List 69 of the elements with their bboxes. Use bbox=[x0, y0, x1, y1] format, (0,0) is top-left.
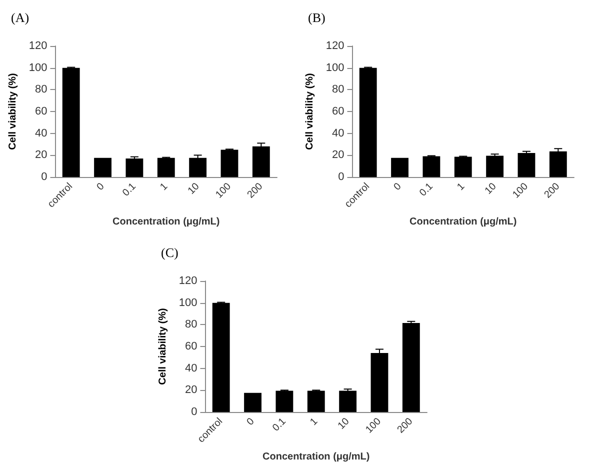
y-tick-label: 80 bbox=[185, 318, 198, 331]
bar bbox=[370, 353, 388, 412]
bar bbox=[422, 156, 440, 177]
x-tick-label: 0.1 bbox=[418, 180, 436, 199]
y-tick-label: 40 bbox=[185, 362, 198, 374]
y-tick-label: 120 bbox=[326, 40, 344, 52]
chart-title: (A) bbox=[11, 10, 30, 25]
bar bbox=[252, 146, 270, 177]
x-tick-label: 0 bbox=[392, 180, 404, 193]
y-axis-title: Cell viability (%) bbox=[304, 73, 316, 150]
bar bbox=[402, 323, 420, 412]
x-tick-label: 200 bbox=[245, 180, 266, 201]
y-tick-label: 60 bbox=[332, 106, 344, 118]
x-tick-label: 1 bbox=[308, 416, 320, 428]
bar bbox=[359, 68, 377, 177]
y-tick-label: 120 bbox=[28, 40, 48, 52]
x-tick-label: 100 bbox=[364, 416, 384, 436]
bar bbox=[126, 158, 144, 177]
y-tick-label: 100 bbox=[326, 62, 344, 74]
bar bbox=[244, 392, 262, 412]
bar bbox=[339, 390, 357, 412]
x-tick-label: 100 bbox=[214, 180, 234, 201]
y-tick-label: 0 bbox=[41, 171, 48, 183]
y-tick-label: 20 bbox=[185, 384, 198, 396]
y-tick-label: 80 bbox=[332, 84, 344, 96]
bar bbox=[518, 152, 536, 177]
y-axis-title: Cell viability (%) bbox=[8, 73, 18, 150]
x-tick-label: 1 bbox=[455, 180, 468, 193]
y-tick-label: 120 bbox=[178, 275, 198, 287]
y-axis-title: Cell viability (%) bbox=[158, 308, 168, 385]
bar bbox=[391, 158, 408, 177]
y-tick-label: 40 bbox=[332, 127, 344, 140]
x-axis-title: Concentration (μg/mL) bbox=[112, 216, 220, 228]
y-tick-label: 60 bbox=[185, 340, 198, 352]
bar bbox=[189, 158, 207, 177]
x-tick-label: 0 bbox=[94, 180, 107, 193]
bar bbox=[307, 390, 325, 412]
y-tick-label: 60 bbox=[35, 106, 48, 118]
bar bbox=[212, 302, 230, 412]
chart-title: (C) bbox=[161, 245, 178, 260]
x-tick-label: 0.1 bbox=[120, 180, 139, 199]
bar bbox=[62, 68, 80, 177]
x-tick-label: 0 bbox=[244, 416, 257, 428]
bar bbox=[94, 158, 112, 177]
y-tick-label: 20 bbox=[332, 149, 344, 162]
bar bbox=[549, 151, 567, 177]
y-tick-label: 0 bbox=[338, 171, 344, 183]
y-tick-label: 40 bbox=[35, 127, 48, 140]
x-tick-label: 200 bbox=[542, 180, 562, 201]
bar bbox=[157, 158, 175, 177]
x-tick-label: 10 bbox=[336, 416, 352, 432]
chart-title: (B) bbox=[308, 10, 326, 25]
bar bbox=[486, 156, 504, 177]
y-tick-label: 20 bbox=[35, 149, 48, 162]
x-tick-label: 10 bbox=[483, 180, 500, 197]
y-tick-label: 100 bbox=[178, 296, 198, 309]
x-tick-label: 100 bbox=[510, 180, 531, 201]
x-axis-title: Concentration (μg/mL) bbox=[262, 452, 370, 462]
bar bbox=[220, 150, 238, 177]
bar bbox=[454, 156, 472, 177]
y-tick-label: 80 bbox=[35, 84, 48, 96]
y-tick-label: 0 bbox=[191, 406, 198, 418]
bar bbox=[276, 390, 294, 412]
y-tick-label: 100 bbox=[28, 62, 48, 74]
x-axis-title: Concentration (μg/mL) bbox=[410, 216, 517, 228]
x-tick-label: 0.1 bbox=[270, 416, 289, 434]
x-tick-label: 1 bbox=[158, 180, 170, 193]
x-tick-label: 10 bbox=[186, 180, 202, 197]
x-tick-label: 200 bbox=[395, 416, 416, 436]
